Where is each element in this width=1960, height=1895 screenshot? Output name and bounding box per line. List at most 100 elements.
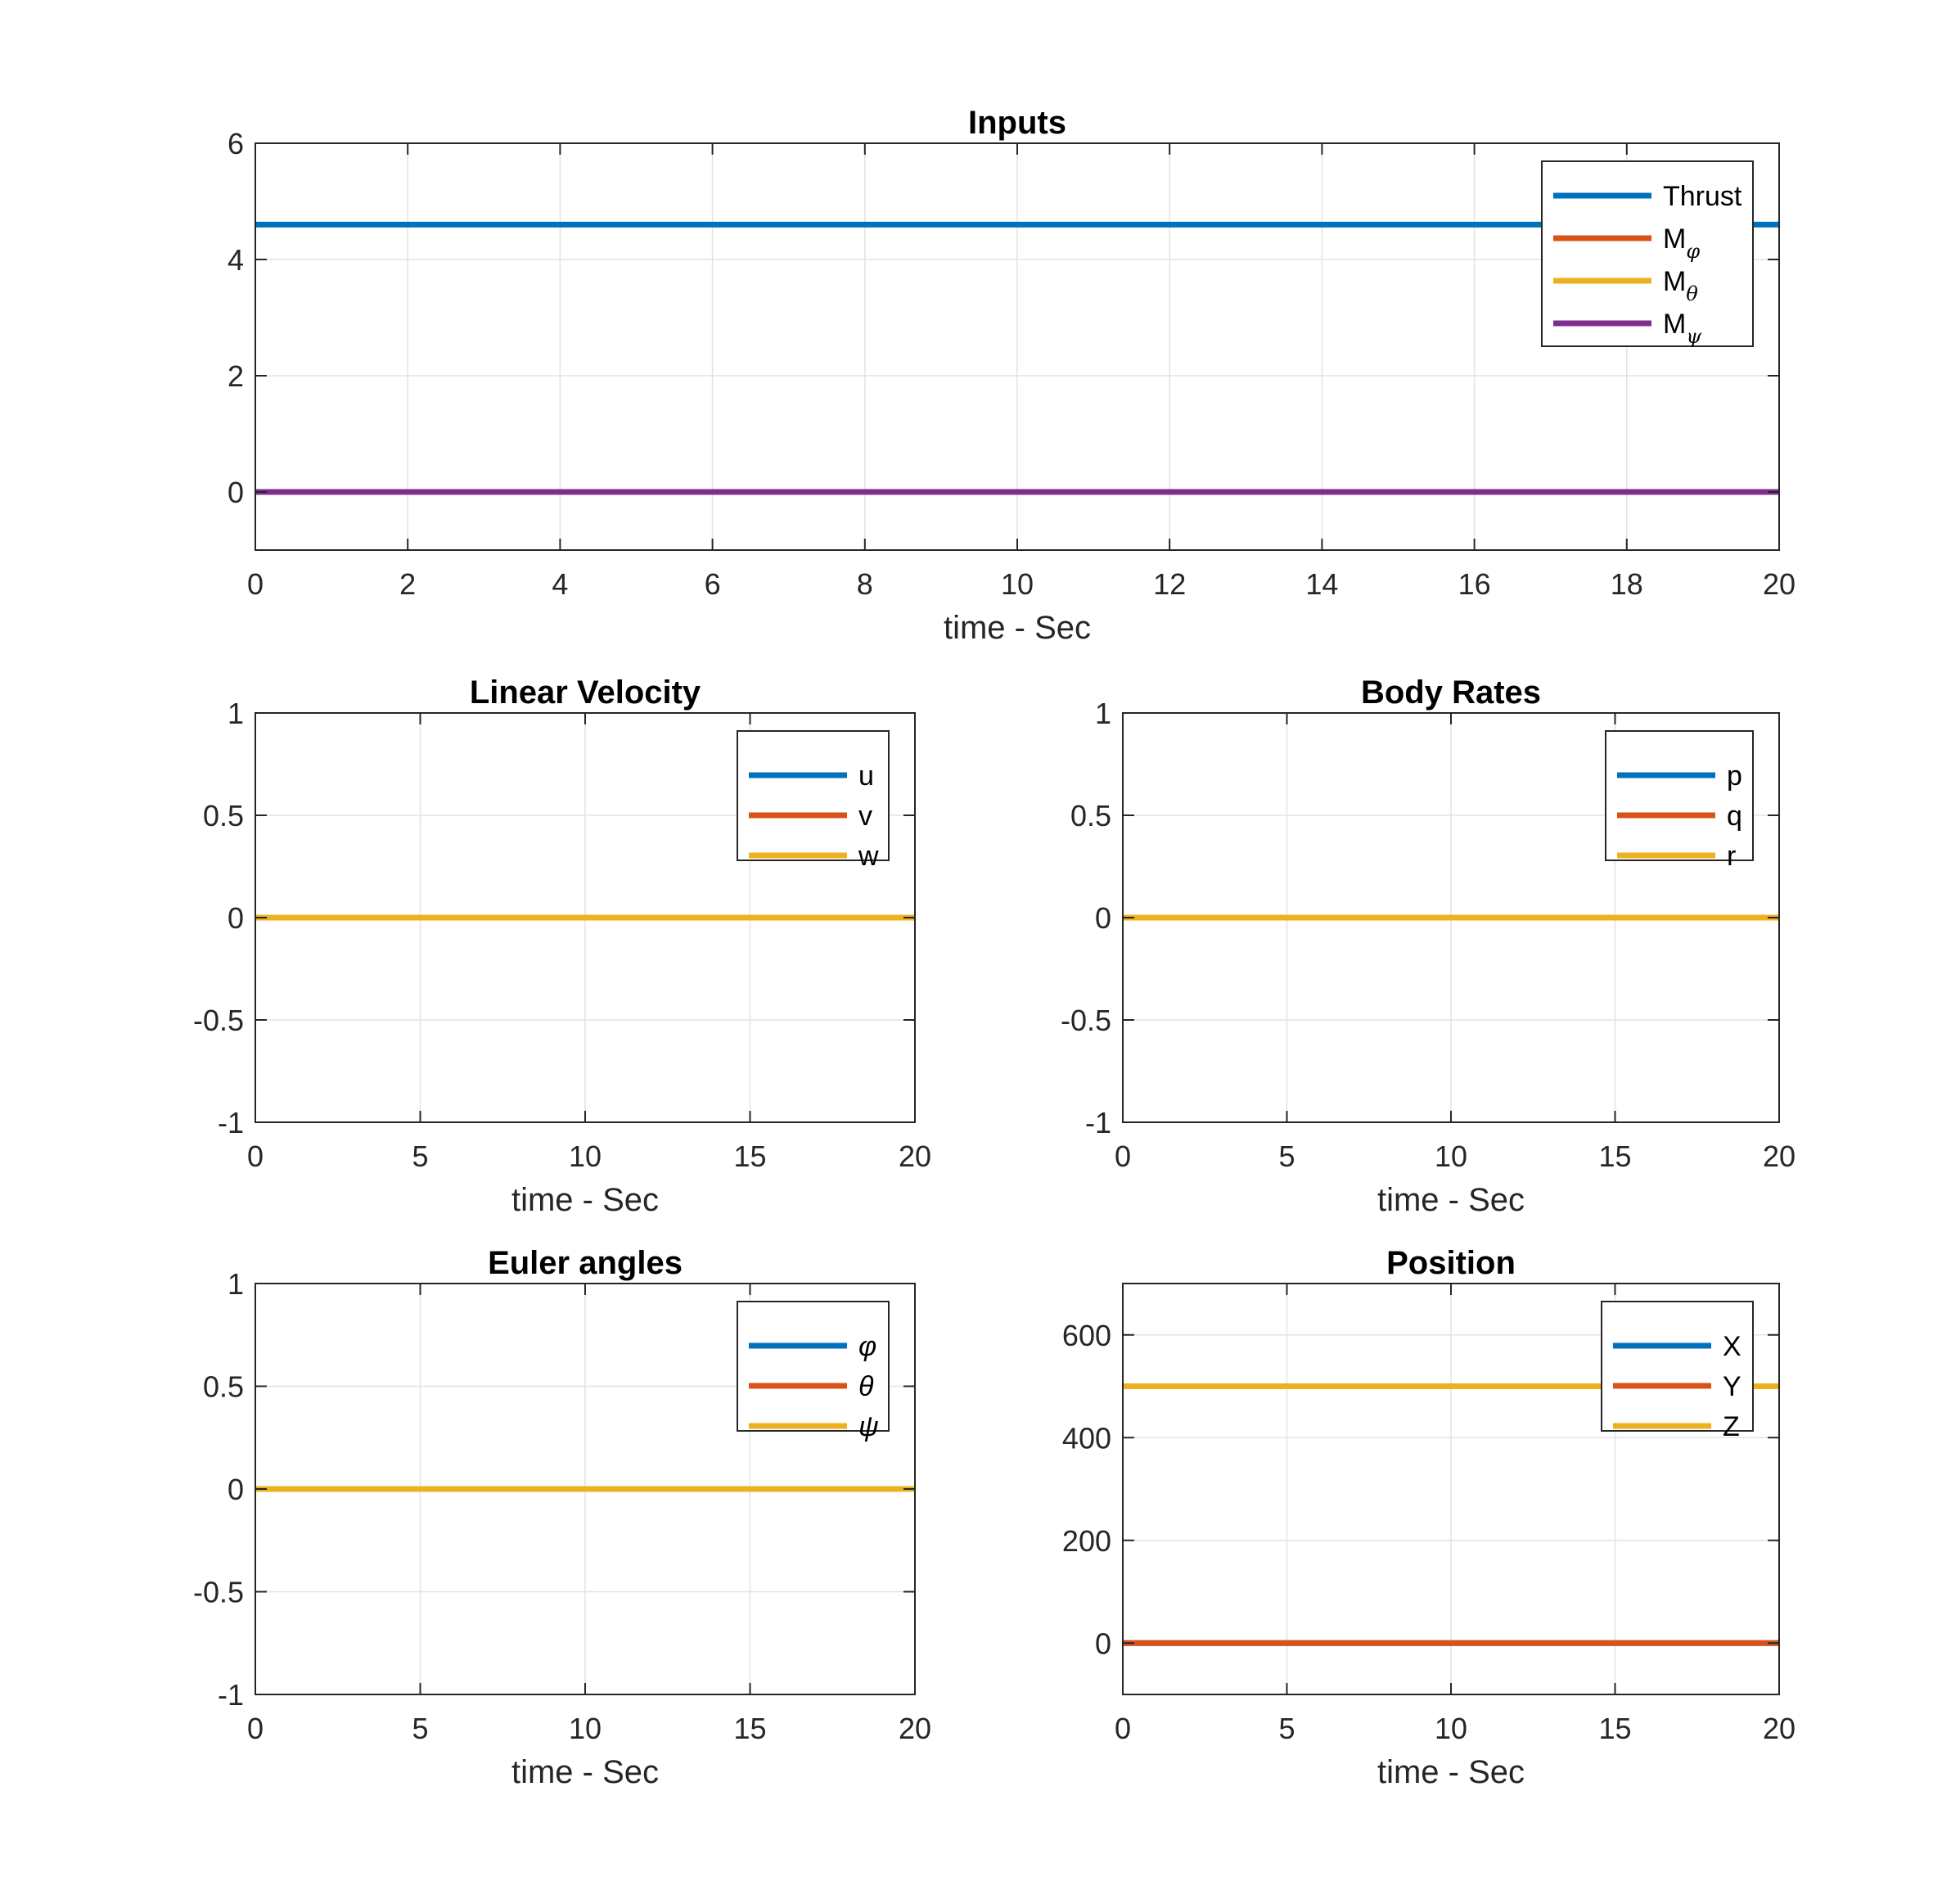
y-tick-label: 0.5 <box>203 1370 244 1404</box>
legend: pqr <box>1605 730 1754 872</box>
legend-label: v <box>858 801 872 832</box>
legend-label: φ <box>858 1331 876 1362</box>
chart-title: Body Rates <box>1361 675 1541 711</box>
chart-linear-velocity: 0 5 10 15 20 -1 -0.5 0 0.5 1 Linear Velocity time -… <box>193 675 931 1218</box>
legend-label-text: φ <box>858 1331 876 1362</box>
legend-label: p <box>1727 760 1742 792</box>
x-tick-label: 0 <box>1115 1712 1131 1745</box>
x-tick-label: 18 <box>1611 567 1643 601</box>
x-tick-label: 20 <box>1763 1139 1796 1173</box>
x-tick-label: 2 <box>399 567 416 601</box>
legend-label-text: v <box>858 801 872 832</box>
legend-label-text: q <box>1727 801 1742 832</box>
y-tick-label: -0.5 <box>193 1004 244 1037</box>
y-tick-label: 400 <box>1062 1421 1111 1455</box>
chart-title: Linear Velocity <box>470 675 701 711</box>
legend-label-text: u <box>858 760 874 792</box>
legend-label: Thrust <box>1663 181 1742 212</box>
y-tick-label: 0.5 <box>203 799 244 832</box>
y-tick-label: 0 <box>228 1473 244 1506</box>
legend-label-text: r <box>1727 841 1736 872</box>
x-tick-label: 14 <box>1305 567 1338 601</box>
y-tick-label: 200 <box>1062 1524 1111 1558</box>
y-tick-label: 4 <box>228 243 244 277</box>
y-tick-label: 0 <box>1095 1627 1111 1660</box>
x-tick-label: 0 <box>247 1139 264 1173</box>
legend-label: q <box>1727 801 1742 832</box>
legend-label-text: w <box>858 841 879 872</box>
x-axis-label: time - Sec <box>1377 1754 1525 1790</box>
chart-title: Inputs <box>968 105 1066 141</box>
y-tick-label: 0 <box>1095 901 1111 935</box>
x-tick-label: 10 <box>1001 567 1034 601</box>
chart-inputs: 0 2 4 6 8 10 12 14 16 18 20 0 2 4 6 Inputs time - Sec Thr… <box>228 105 1796 646</box>
x-tick-label: 0 <box>1115 1139 1131 1173</box>
legend-label: r <box>1727 841 1736 872</box>
x-tick-label: 5 <box>412 1712 428 1745</box>
legend-label: Mφ <box>1663 223 1700 263</box>
x-tick-label: 0 <box>247 567 264 601</box>
legend-label-text: M <box>1663 223 1686 255</box>
y-tick-label: 1 <box>1095 697 1111 730</box>
legend: XYZ <box>1601 1301 1754 1442</box>
x-tick-label: 5 <box>412 1139 428 1173</box>
legend-label-subscript: ψ <box>1686 325 1702 348</box>
legend-label: X <box>1723 1331 1741 1362</box>
y-tick-label: -1 <box>218 1106 244 1139</box>
legend: uvw <box>737 730 890 872</box>
legend-box <box>1541 160 1754 347</box>
legend-label-text: M <box>1663 309 1686 340</box>
legend-label: Z <box>1723 1411 1740 1442</box>
x-tick-label: 15 <box>733 1712 766 1745</box>
x-tick-label: 4 <box>552 567 568 601</box>
y-tick-label: 0.5 <box>1070 799 1111 832</box>
x-tick-label: 16 <box>1458 567 1491 601</box>
x-tick-label: 5 <box>1278 1712 1295 1745</box>
legend-label-text: p <box>1727 760 1742 792</box>
x-axis-label: time - Sec <box>1377 1182 1525 1218</box>
y-tick-label: 0 <box>228 901 244 935</box>
x-tick-label: 12 <box>1153 567 1186 601</box>
y-tick-label: 1 <box>228 697 244 730</box>
legend-label-text: Z <box>1723 1411 1740 1442</box>
legend-box <box>737 730 890 861</box>
legend-label: Mθ <box>1663 266 1698 305</box>
y-tick-label: 2 <box>228 359 244 393</box>
legend-label-text: Y <box>1723 1371 1741 1402</box>
legend-label: ψ <box>858 1411 879 1442</box>
x-tick-label: 20 <box>1763 567 1796 601</box>
legend-label-text: X <box>1723 1331 1741 1362</box>
x-axis-label: time - Sec <box>511 1182 659 1218</box>
legend-box <box>1605 730 1754 861</box>
legend-label-text: ψ <box>858 1411 879 1442</box>
chart-body-rates: 0 5 10 15 20 -1 -0.5 0 0.5 1 Body Rates time - Sec p… <box>1061 675 1796 1218</box>
x-tick-label: 8 <box>857 567 873 601</box>
y-tick-label: 0 <box>228 476 244 509</box>
y-tick-label: 6 <box>228 127 244 160</box>
y-tick-label: -1 <box>1085 1106 1111 1139</box>
legend-label: w <box>858 841 879 872</box>
y-tick-label: 600 <box>1062 1319 1111 1352</box>
legend-label: θ <box>858 1371 874 1402</box>
x-tick-label: 20 <box>899 1712 931 1745</box>
x-axis-label: time - Sec <box>511 1754 659 1790</box>
x-tick-label: 10 <box>1435 1139 1467 1173</box>
legend-box <box>1601 1301 1754 1432</box>
y-tick-label: 1 <box>228 1267 244 1301</box>
x-tick-label: 10 <box>569 1712 602 1745</box>
legend-label-text: M <box>1663 266 1686 297</box>
legend-label-text: Thrust <box>1663 181 1742 212</box>
y-tick-label: -0.5 <box>193 1576 244 1609</box>
legend-label: Y <box>1723 1371 1741 1402</box>
x-tick-label: 15 <box>1598 1139 1631 1173</box>
legend-label: Mψ <box>1663 309 1702 348</box>
chart-euler-angles: 0 5 10 15 20 -1 -0.5 0 0.5 1 Euler angles time - Se… <box>193 1245 931 1790</box>
y-tick-label: -1 <box>218 1678 244 1712</box>
legend-label: u <box>858 760 874 792</box>
x-tick-label: 5 <box>1278 1139 1295 1173</box>
x-tick-label: 0 <box>247 1712 264 1745</box>
legend-label-subscript: φ <box>1686 240 1700 263</box>
